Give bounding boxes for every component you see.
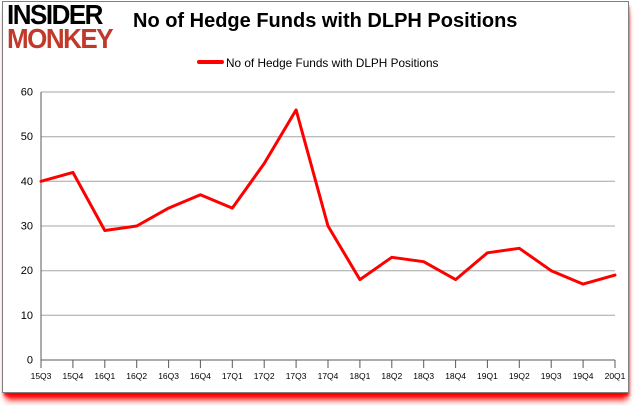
svg-text:18Q4: 18Q4: [445, 371, 466, 381]
svg-text:40: 40: [21, 176, 33, 188]
svg-text:15Q4: 15Q4: [63, 371, 84, 381]
svg-text:50: 50: [21, 131, 33, 143]
svg-text:20: 20: [21, 265, 33, 277]
svg-text:16Q2: 16Q2: [126, 371, 147, 381]
svg-text:20Q1: 20Q1: [605, 371, 626, 381]
svg-text:19Q3: 19Q3: [541, 371, 562, 381]
svg-text:16Q3: 16Q3: [158, 371, 179, 381]
svg-text:17Q2: 17Q2: [254, 371, 275, 381]
svg-text:19Q2: 19Q2: [509, 371, 530, 381]
svg-text:0: 0: [27, 355, 33, 367]
svg-text:17Q1: 17Q1: [222, 371, 243, 381]
svg-text:18Q2: 18Q2: [381, 371, 402, 381]
svg-text:19Q4: 19Q4: [573, 371, 594, 381]
svg-text:16Q4: 16Q4: [190, 371, 211, 381]
svg-text:10: 10: [21, 310, 33, 322]
svg-text:17Q3: 17Q3: [286, 371, 307, 381]
svg-text:18Q3: 18Q3: [413, 371, 434, 381]
svg-text:18Q1: 18Q1: [350, 371, 371, 381]
svg-text:19Q1: 19Q1: [477, 371, 498, 381]
svg-text:60: 60: [21, 87, 33, 99]
svg-text:17Q4: 17Q4: [318, 371, 339, 381]
svg-text:30: 30: [21, 221, 33, 233]
svg-text:16Q1: 16Q1: [94, 371, 115, 381]
svg-text:15Q3: 15Q3: [31, 371, 52, 381]
